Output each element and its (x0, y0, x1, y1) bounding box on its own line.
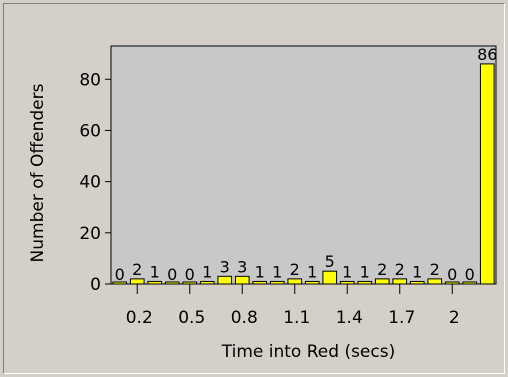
bar (479, 63, 495, 285)
bar-data-label: 1 (255, 262, 265, 281)
bar-data-label: 1 (307, 262, 317, 281)
bar (392, 278, 408, 285)
bar-data-label: 5 (325, 252, 335, 271)
bar (409, 280, 425, 285)
bar (374, 278, 390, 285)
bar (217, 275, 233, 285)
bar (427, 278, 443, 285)
x-tick-label: 0.8 (231, 308, 258, 328)
bar-data-label: 1 (150, 262, 160, 281)
y-tick-label: 60 (79, 121, 101, 141)
bar-data-label: 2 (377, 260, 387, 279)
bar (147, 280, 163, 285)
bar-data-label: 2 (430, 260, 440, 279)
bar (339, 280, 355, 285)
bar-data-label: 2 (132, 260, 142, 279)
bar-data-label: 0 (185, 265, 195, 284)
bar-data-label: 2 (395, 260, 405, 279)
y-tick-label: 0 (90, 275, 101, 295)
x-tick-label: 2 (449, 308, 460, 328)
y-tick-label: 20 (79, 224, 101, 244)
x-tick-label: 1.7 (388, 308, 415, 328)
plot-area (110, 45, 497, 285)
x-tick-label: 1.4 (336, 308, 363, 328)
bar-data-label: 0 (447, 265, 457, 284)
bar-data-label: 0 (115, 265, 125, 284)
bar-data-label: 1 (202, 262, 212, 281)
bar-data-label: 0 (167, 265, 177, 284)
bar-data-label: 86 (477, 45, 497, 64)
bar-data-label: 3 (237, 257, 247, 276)
bar (199, 280, 215, 285)
bar-data-label: 2 (290, 260, 300, 279)
bar (164, 281, 180, 285)
bar-data-label: 1 (342, 262, 352, 281)
y-axis-title: Number of Offenders (28, 83, 48, 262)
x-tick-label: 0.5 (178, 308, 205, 328)
y-tick-label: 40 (79, 173, 101, 193)
bar (112, 281, 128, 285)
bar-data-label: 3 (220, 257, 230, 276)
bar-data-label: 1 (360, 262, 370, 281)
bar (234, 275, 250, 285)
x-tick-label: 1.1 (283, 308, 310, 328)
x-tick-label: 0.2 (126, 308, 153, 328)
bar-data-label: 1 (412, 262, 422, 281)
x-axis-title: Time into Red (secs) (221, 342, 395, 362)
bar (252, 280, 268, 285)
bar (269, 280, 285, 285)
bar-data-label: 0 (465, 265, 475, 284)
bar-data-label: 1 (272, 262, 282, 281)
y-tick-label: 80 (79, 70, 101, 90)
bar (304, 280, 320, 285)
bar (129, 278, 145, 285)
bar (357, 280, 373, 285)
bar (462, 281, 478, 285)
bar (287, 278, 303, 285)
bar (322, 270, 338, 285)
